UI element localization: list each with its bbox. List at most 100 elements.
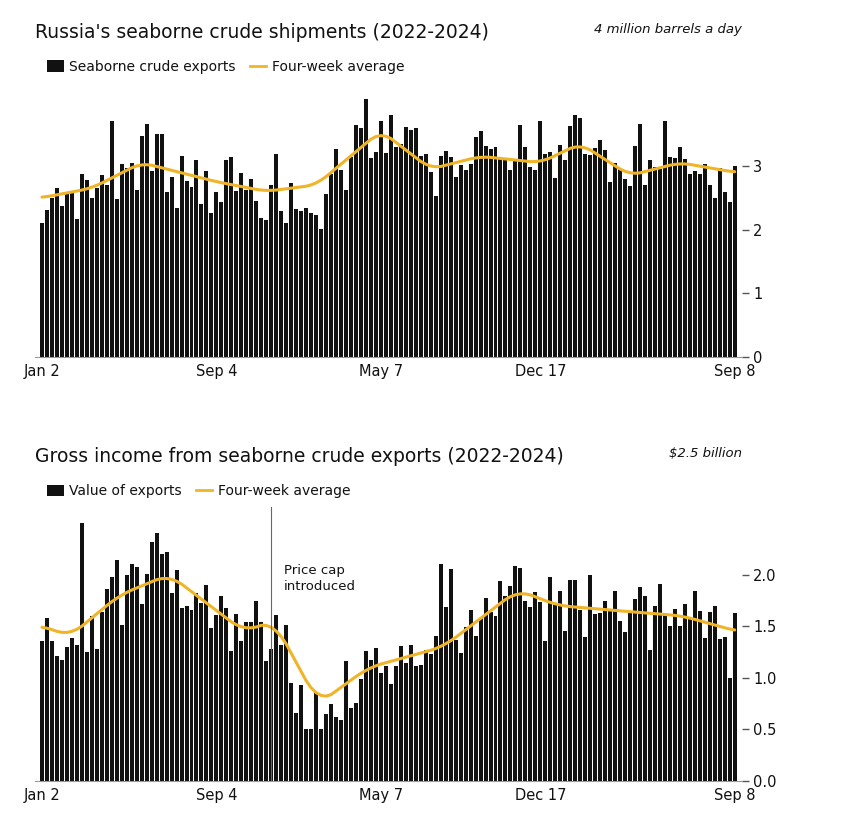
Bar	[149, 543, 154, 781]
Bar	[564, 160, 567, 356]
Bar	[304, 208, 308, 356]
Bar	[100, 612, 104, 781]
Bar	[658, 169, 662, 356]
Bar	[135, 189, 139, 356]
Bar	[598, 140, 602, 356]
Bar	[140, 604, 143, 781]
Bar	[404, 662, 408, 781]
Bar	[249, 179, 254, 356]
Bar	[244, 190, 249, 356]
Bar	[544, 641, 547, 781]
Bar	[45, 618, 49, 781]
Bar	[713, 607, 717, 781]
Bar	[280, 645, 283, 781]
Bar	[458, 653, 463, 781]
Bar	[299, 211, 303, 356]
Bar	[110, 577, 114, 781]
Bar	[479, 617, 482, 781]
Bar	[135, 567, 139, 781]
Legend: Value of exports, Four-week average: Value of exports, Four-week average	[41, 479, 356, 504]
Bar	[668, 157, 672, 356]
Bar	[359, 128, 363, 356]
Bar	[145, 125, 148, 356]
Bar	[324, 194, 328, 356]
Bar	[469, 610, 473, 781]
Bar	[598, 613, 602, 781]
Bar	[104, 184, 109, 356]
Bar	[633, 146, 637, 356]
Bar	[309, 214, 313, 356]
Bar	[230, 156, 233, 356]
Bar	[399, 646, 403, 781]
Bar	[454, 177, 457, 356]
Bar	[523, 147, 527, 356]
Bar	[573, 115, 577, 356]
Bar	[110, 121, 114, 356]
Bar	[214, 192, 218, 356]
Bar	[544, 155, 547, 356]
Bar	[458, 165, 463, 356]
Bar	[149, 171, 154, 356]
Bar	[274, 615, 278, 781]
Bar	[314, 692, 318, 781]
Bar	[474, 137, 477, 356]
Bar	[199, 204, 204, 356]
Bar	[404, 127, 408, 356]
Bar	[40, 224, 44, 356]
Bar	[40, 641, 44, 781]
Bar	[239, 642, 243, 781]
Bar	[638, 587, 642, 781]
Bar	[210, 214, 213, 356]
Bar	[643, 185, 647, 356]
Bar	[419, 156, 423, 356]
Bar	[718, 168, 721, 356]
Bar	[693, 171, 696, 356]
Bar	[608, 182, 612, 356]
Bar	[269, 184, 274, 356]
Bar	[683, 604, 687, 781]
Bar	[284, 223, 288, 356]
Bar	[169, 177, 173, 356]
Bar	[623, 179, 627, 356]
Bar	[384, 154, 387, 356]
Bar	[568, 580, 572, 781]
Bar	[50, 642, 54, 781]
Bar	[219, 202, 224, 356]
Text: Price cap
introduced: Price cap introduced	[284, 564, 356, 593]
Bar	[174, 570, 179, 781]
Bar	[235, 614, 238, 781]
Bar	[384, 666, 387, 781]
Bar	[608, 609, 612, 781]
Bar	[673, 609, 677, 781]
Bar	[503, 596, 507, 781]
Bar	[95, 649, 98, 781]
Text: 4 million barrels a day: 4 million barrels a day	[595, 23, 742, 36]
Bar	[349, 708, 353, 781]
Bar	[50, 198, 54, 356]
Bar	[210, 628, 213, 781]
Bar	[280, 210, 283, 356]
Legend: Seaborne crude exports, Four-week average: Seaborne crude exports, Four-week averag…	[41, 55, 410, 80]
Bar	[314, 215, 318, 356]
Bar	[593, 614, 597, 781]
Bar	[319, 730, 323, 781]
Bar	[488, 149, 493, 356]
Bar	[708, 185, 712, 356]
Bar	[429, 654, 432, 781]
Bar	[688, 619, 692, 781]
Bar	[359, 679, 363, 781]
Bar	[85, 652, 89, 781]
Bar	[702, 164, 707, 356]
Bar	[274, 155, 278, 356]
Bar	[85, 179, 89, 356]
Text: Gross income from seaborne crude exports (2022-2024): Gross income from seaborne crude exports…	[35, 447, 564, 466]
Bar	[409, 646, 413, 781]
Bar	[663, 613, 667, 781]
Bar	[329, 174, 333, 356]
Bar	[693, 592, 696, 781]
Bar	[668, 626, 672, 781]
Bar	[528, 607, 532, 781]
Bar	[379, 672, 383, 781]
Bar	[129, 564, 134, 781]
Bar	[125, 169, 129, 356]
